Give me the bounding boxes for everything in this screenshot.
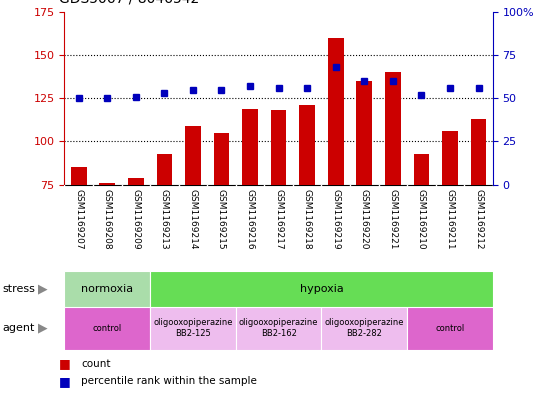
Bar [299,105,315,185]
Bar [64,271,150,307]
Text: oligooxopiperazine
BB2-125: oligooxopiperazine BB2-125 [153,318,232,338]
Text: GSM1169214: GSM1169214 [188,189,198,250]
Text: ■: ■ [59,357,71,370]
Text: GSM1169208: GSM1169208 [102,189,112,250]
Bar [236,307,321,350]
Bar [270,110,287,185]
Text: GSM1169216: GSM1169216 [245,189,255,250]
Text: ▶: ▶ [38,321,48,335]
Bar [356,81,372,185]
Text: count: count [81,358,111,369]
Text: control: control [435,324,465,332]
Text: ■: ■ [59,375,71,388]
Text: GSM1169220: GSM1169220 [360,189,369,250]
Text: GSM1169218: GSM1169218 [302,189,312,250]
Bar [71,167,87,185]
Bar [64,307,150,350]
Text: GSM1169207: GSM1169207 [74,189,83,250]
Bar [156,154,172,185]
Text: agent: agent [3,323,35,333]
Text: GSM1169210: GSM1169210 [417,189,426,250]
Text: GSM1169221: GSM1169221 [388,189,398,250]
Text: control: control [92,324,122,332]
Bar [407,307,493,350]
Bar [185,126,201,185]
Bar [150,307,236,350]
Text: GSM1169213: GSM1169213 [160,189,169,250]
Bar [413,154,430,185]
Bar [242,108,258,185]
Text: GSM1169219: GSM1169219 [331,189,340,250]
Text: GDS5067 / 8046542: GDS5067 / 8046542 [59,0,199,6]
Text: percentile rank within the sample: percentile rank within the sample [81,376,257,386]
Text: GSM1169209: GSM1169209 [131,189,141,250]
Bar [321,307,407,350]
Bar [385,72,401,185]
Text: GSM1169217: GSM1169217 [274,189,283,250]
Text: stress: stress [3,284,36,294]
Text: GSM1169211: GSM1169211 [445,189,455,250]
Bar [128,178,144,185]
Text: oligooxopiperazine
BB2-282: oligooxopiperazine BB2-282 [325,318,404,338]
Text: hypoxia: hypoxia [300,284,343,294]
Text: ▶: ▶ [38,282,48,296]
Text: GSM1169212: GSM1169212 [474,189,483,250]
Bar [99,183,115,185]
Text: normoxia: normoxia [81,284,133,294]
Bar [150,271,493,307]
Bar [470,119,487,185]
Text: oligooxopiperazine
BB2-162: oligooxopiperazine BB2-162 [239,318,318,338]
Text: GSM1169215: GSM1169215 [217,189,226,250]
Bar [213,133,230,185]
Bar [442,131,458,185]
Bar [328,38,344,185]
